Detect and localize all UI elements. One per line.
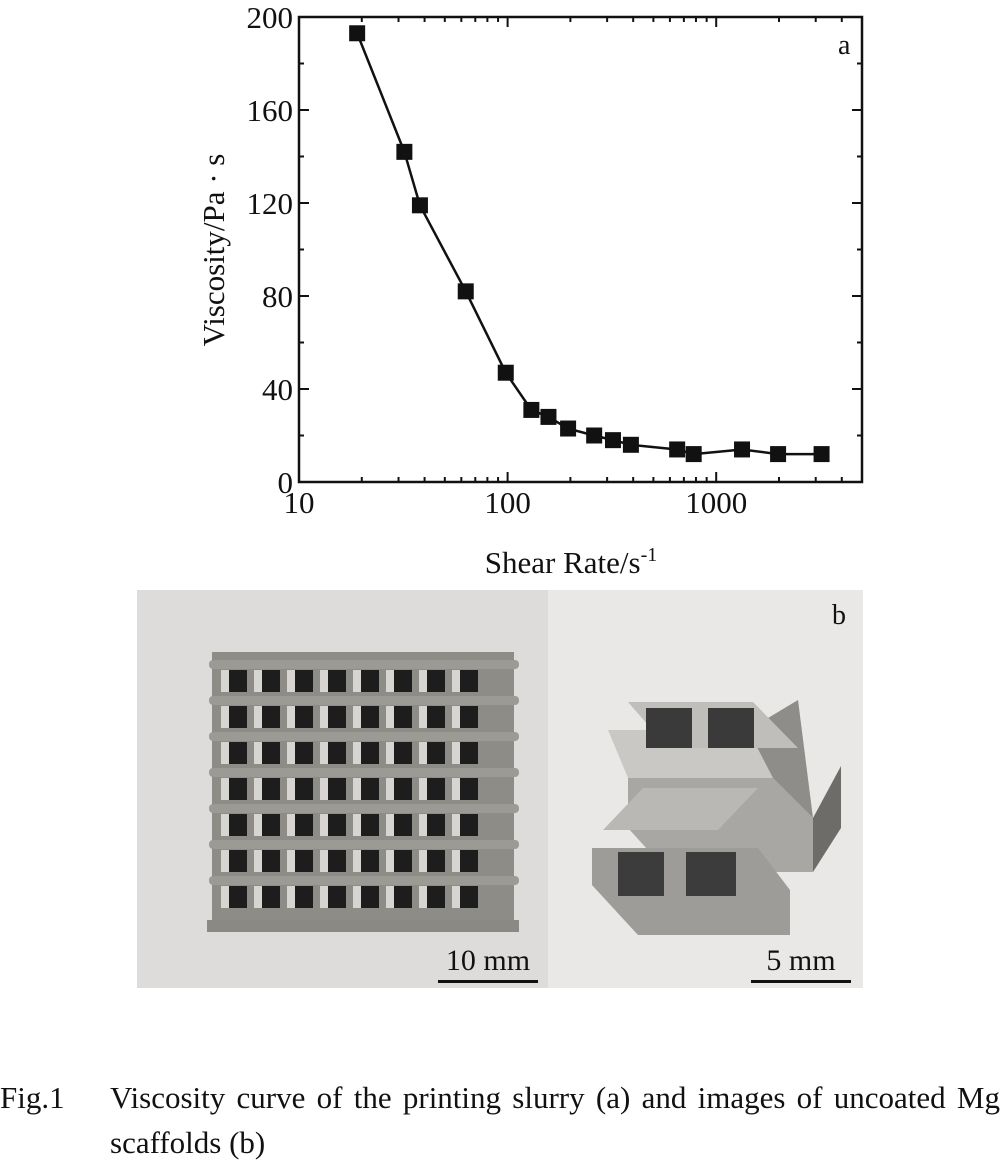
scaffold-photo-right <box>548 590 863 988</box>
y-tick-label: 120 <box>247 186 294 221</box>
chart-panel-label: a <box>838 30 851 61</box>
y-tick-label: 80 <box>262 279 293 314</box>
block-scaffold-image <box>592 700 841 935</box>
data-point <box>770 446 787 463</box>
photo-panel-label: b <box>832 600 846 631</box>
scaffold-photo-left <box>137 590 548 988</box>
data-point <box>497 364 514 381</box>
data-point <box>411 197 428 214</box>
x-axis-ticks: 10 100 1000 <box>284 17 843 520</box>
scalebar-left: 10 mm <box>438 946 538 983</box>
x-axis-label-main: Shear Rate/s <box>485 545 641 580</box>
data-point <box>586 427 603 444</box>
scaffold-photo-panel: b 10 mm 5 mm <box>137 590 863 988</box>
y-tick-label: 200 <box>247 0 294 35</box>
series-layer <box>349 25 830 463</box>
x-axis-label: Shear Rate/s-1 <box>485 544 658 580</box>
data-point <box>560 420 577 437</box>
scalebar-left-label: 10 mm <box>445 944 531 977</box>
caption-label: Fig.1 <box>0 1080 65 1115</box>
data-point <box>396 143 413 160</box>
scalebar-left-bar <box>438 980 538 983</box>
x-tick-label: 100 <box>484 485 531 520</box>
caption-text: Viscosity curve of the printing slurry (… <box>110 1080 1000 1160</box>
data-point <box>604 432 621 449</box>
scalebar-right-bar <box>751 980 851 983</box>
data-point <box>622 436 639 453</box>
y-tick-label: 0 <box>278 465 294 500</box>
lattice-scaffold-image <box>207 652 519 932</box>
x-axis-label-sup: -1 <box>641 544 658 566</box>
data-point <box>685 446 702 463</box>
y-tick-label: 40 <box>262 372 293 407</box>
data-point <box>457 283 474 300</box>
y-tick-label: 160 <box>247 93 294 128</box>
data-point <box>540 408 557 425</box>
data-point <box>349 25 366 42</box>
data-point <box>523 401 540 418</box>
series-line <box>355 32 822 456</box>
plot-frame <box>297 15 864 484</box>
data-point <box>734 441 751 458</box>
y-axis-label: Viscosity/Pa · s <box>196 154 231 347</box>
scalebar-right-label: 5 mm <box>766 944 836 977</box>
viscosity-chart: 0 40 80 120 160 200 10 100 1000 a Viscosity/Pa … <box>196 0 864 580</box>
x-tick-label: 10 <box>284 485 315 520</box>
y-axis-ticks: 0 40 80 120 160 200 <box>247 0 862 500</box>
scalebar-right: 5 mm <box>751 946 851 983</box>
x-tick-label: 1000 <box>685 485 747 520</box>
data-point <box>813 446 830 463</box>
data-point <box>669 441 686 458</box>
